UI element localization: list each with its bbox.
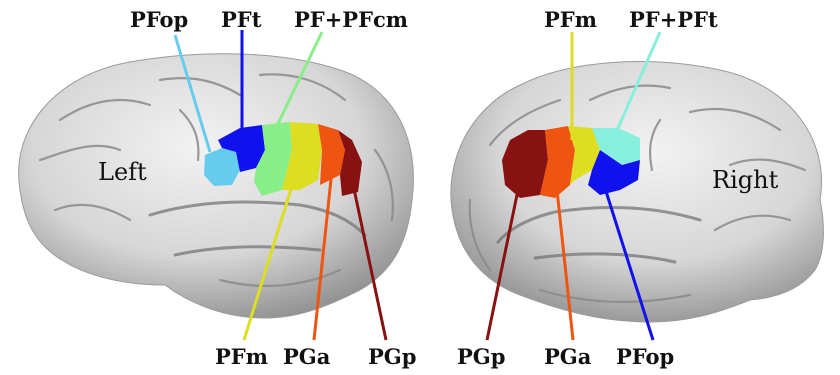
left-label-pga: PGa [283, 344, 331, 369]
right-label-pga: PGa [544, 344, 592, 369]
right-label-pgp: PGp [457, 344, 505, 369]
right-label-pf-pft: PF+PFt [629, 7, 718, 32]
left-label-pgp: PGp [368, 344, 416, 369]
right-hemisphere-label: Right [712, 166, 779, 194]
left-hemisphere: Left PFop PFt PF+PFcm PFm PGa PGp [19, 7, 417, 369]
left-label-pfop: PFop [130, 7, 188, 32]
right-label-pfop: PFop [616, 344, 674, 369]
left-hemisphere-label: Left [98, 158, 147, 186]
left-label-pft: PFt [221, 7, 262, 32]
left-label-pf-pfcm: PF+PFcm [294, 7, 408, 32]
left-label-pfm: PFm [215, 344, 268, 369]
right-label-pfm: PFm [544, 7, 597, 32]
right-hemisphere: Right PFm PF+PFt PGp PGa PFop [451, 7, 824, 369]
